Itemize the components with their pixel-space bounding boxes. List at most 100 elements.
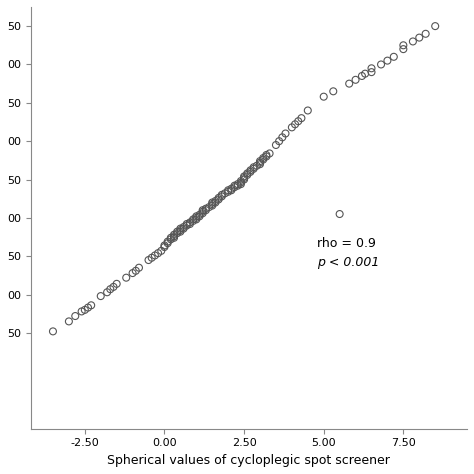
Point [256,159,264,166]
Point [291,120,299,128]
Point [240,176,248,183]
Point [173,228,181,236]
Point [209,200,216,208]
Point [199,210,207,217]
Point [211,197,219,205]
Point [145,256,152,264]
Point [186,220,194,228]
Point [400,46,407,53]
Point [272,141,280,149]
X-axis label: Spherical values of cycloplegic spot screener: Spherical values of cycloplegic spot scr… [108,454,390,467]
Point [240,173,248,180]
Point [298,114,305,122]
Point [253,162,261,170]
Point [400,42,407,49]
Point [237,179,245,186]
Point [215,196,222,203]
Point [65,318,73,325]
Point [161,243,168,251]
Point [205,203,213,211]
Text: p < 0.001: p < 0.001 [318,256,380,269]
Point [164,238,172,246]
Point [234,180,242,188]
Point [234,182,242,190]
Point [246,166,254,174]
Point [282,130,289,137]
Point [228,185,235,192]
Point [177,225,184,232]
Point [263,151,270,159]
Point [279,134,286,141]
Point [173,229,181,237]
Point [237,177,245,185]
Point [368,68,375,76]
Point [87,301,95,309]
Point [431,22,439,30]
Point [161,242,168,249]
Point [409,37,417,45]
Point [218,192,226,200]
Point [196,212,203,220]
Point [259,154,267,162]
Text: rho = 0.9: rho = 0.9 [318,237,376,250]
Point [250,164,257,171]
Point [49,328,57,335]
Point [170,232,178,240]
Point [263,153,270,160]
Point [192,212,200,220]
Point [209,202,216,210]
Point [256,157,264,165]
Point [151,252,159,259]
Point [288,124,296,131]
Point [183,220,191,228]
Point [192,216,200,223]
Point [177,227,184,234]
Point [329,88,337,95]
Point [215,194,222,202]
Point [244,171,251,179]
Point [237,180,245,188]
Point [202,206,210,214]
Point [221,190,229,197]
Point [129,269,137,277]
Point [199,206,207,214]
Point [180,223,187,231]
Point [294,118,302,125]
Point [358,72,366,80]
Point [240,174,248,182]
Point [113,280,120,288]
Point [196,211,203,219]
Point [192,214,200,222]
Point [183,222,191,229]
Point [189,217,197,225]
Point [180,225,187,232]
Point [422,30,429,37]
Point [84,304,92,311]
Point [211,199,219,206]
Point [167,236,174,243]
Point [246,168,254,176]
Point [135,264,143,272]
Point [107,285,114,293]
Point [336,210,344,218]
Point [320,93,328,100]
Point [177,228,184,236]
Point [416,34,423,41]
Point [148,254,155,262]
Point [167,234,174,242]
Point [275,137,283,145]
Point [199,208,207,216]
Point [259,156,267,164]
Point [231,183,238,191]
Point [390,53,398,61]
Point [224,186,232,194]
Point [256,160,264,168]
Point [97,292,105,300]
Point [304,107,311,114]
Point [368,64,375,72]
Point [361,70,369,77]
Point [250,165,257,173]
Point [81,306,89,314]
Point [209,199,216,206]
Point [352,76,359,83]
